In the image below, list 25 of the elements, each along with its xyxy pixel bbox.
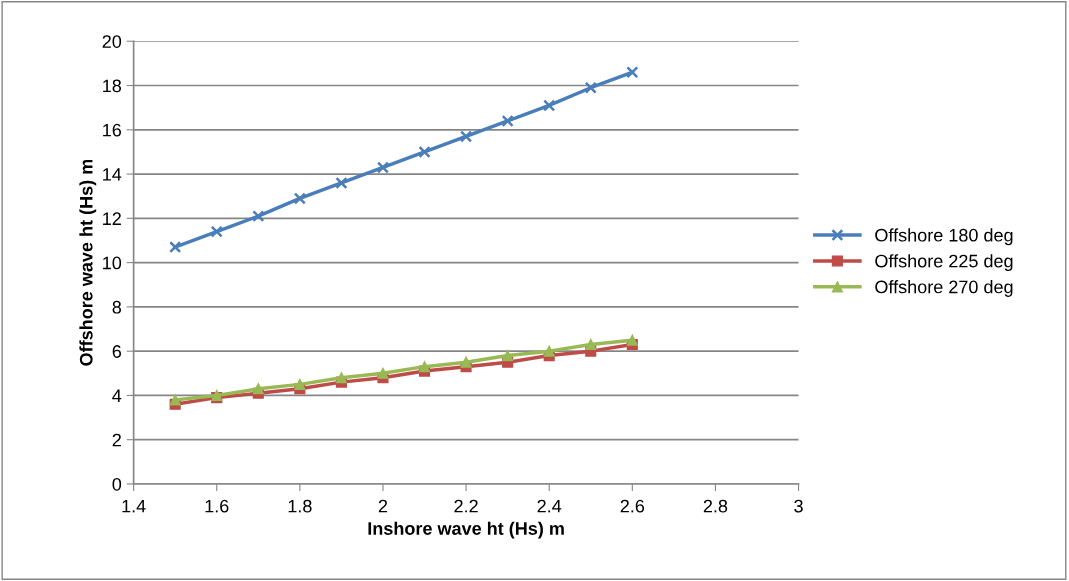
x-tick-label: 1.6 — [205, 499, 229, 513]
x-tick-label: 2.8 — [703, 499, 728, 513]
y-tick-label: 12 — [103, 212, 121, 225]
x-tick-label: 3 — [794, 499, 803, 513]
y-tick-label: 0 — [112, 477, 122, 491]
x-tick-label: 1.4 — [122, 499, 146, 513]
y-tick-label: 16 — [103, 123, 122, 137]
y-tick-label: 20 — [102, 35, 122, 48]
y-tick-label: 18 — [103, 79, 122, 93]
legend-label: Offshore 225 deg — [875, 254, 1013, 272]
x-tick-label: 2.2 — [454, 499, 478, 513]
x-axis-title: Inshore wave ht (Hs) m — [368, 521, 564, 539]
x-tick-label: 2 — [378, 499, 388, 513]
x-tick-label: 2.6 — [620, 499, 645, 513]
legend-label: Offshore 180 deg — [875, 228, 1013, 246]
y-tick-label: 2 — [112, 433, 121, 447]
y-tick-label: 6 — [112, 345, 122, 358]
y-tick-label: 10 — [103, 256, 122, 270]
y-tick-label: 14 — [103, 168, 122, 181]
y-tick-label: 8 — [112, 300, 122, 314]
legend-label: Offshore 270 deg — [875, 280, 1013, 297]
y-tick-label: 4 — [112, 389, 122, 402]
y-axis-title: Offshore wave ht (Hs) m — [79, 159, 97, 366]
x-tick-label: 2.4 — [537, 499, 562, 513]
x-tick-label: 1.8 — [288, 499, 312, 513]
